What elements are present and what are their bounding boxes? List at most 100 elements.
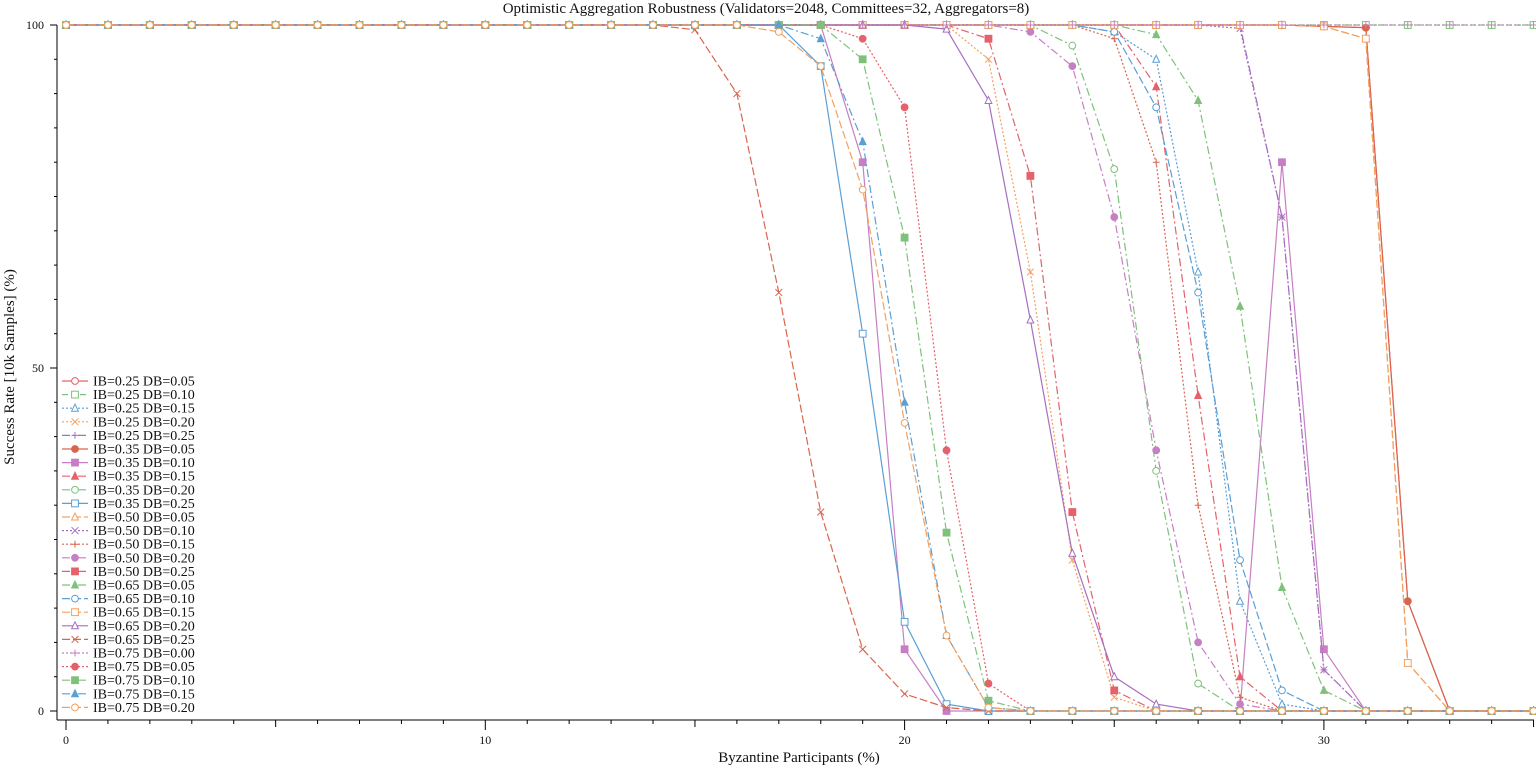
legend-entry: IB=0.25 DB=0.20 bbox=[62, 415, 195, 430]
data-point bbox=[1445, 707, 1454, 715]
legend-entry: IB=0.65 DB=0.20 bbox=[62, 619, 195, 634]
series-line bbox=[66, 24, 1534, 712]
legend-marker bbox=[71, 418, 79, 426]
data-point bbox=[984, 55, 993, 64]
x-axis-label: Byzantine Participants (%) bbox=[718, 750, 880, 766]
legend-label: IB=0.75 DB=0.05 bbox=[93, 660, 195, 675]
legend-entry: IB=0.50 DB=0.10 bbox=[62, 524, 195, 539]
series-19 bbox=[61, 19, 1536, 715]
legend-label: IB=0.25 DB=0.05 bbox=[93, 375, 195, 390]
data-point bbox=[1068, 556, 1077, 564]
data-point bbox=[1235, 671, 1245, 681]
legend-entry: IB=0.25 DB=0.25 bbox=[62, 429, 195, 444]
legend-label: IB=0.65 DB=0.20 bbox=[93, 619, 195, 634]
data-point bbox=[104, 21, 112, 29]
data-point bbox=[1194, 679, 1203, 688]
x-tick-label: 0 bbox=[63, 733, 69, 747]
legend-label: IB=0.35 DB=0.15 bbox=[93, 470, 195, 485]
data-point bbox=[439, 21, 448, 29]
chart-title: Optimistic Aggregation Robustness (Valid… bbox=[503, 1, 1030, 17]
data-point bbox=[1235, 596, 1245, 605]
series-line bbox=[66, 24, 1534, 712]
legend-entry: IB=0.35 DB=0.25 bbox=[62, 497, 195, 512]
data-point bbox=[1026, 707, 1035, 715]
series-line bbox=[66, 24, 1534, 712]
data-point bbox=[1320, 645, 1328, 654]
data-point bbox=[1152, 467, 1161, 475]
data-point bbox=[481, 21, 490, 29]
legend-label: IB=0.50 DB=0.05 bbox=[93, 511, 195, 526]
data-point bbox=[1068, 508, 1077, 516]
data-point bbox=[984, 95, 993, 104]
legend-label: IB=0.35 DB=0.05 bbox=[93, 443, 195, 458]
legend-entry: IB=0.65 DB=0.05 bbox=[62, 579, 195, 594]
legend-entry: IB=0.25 DB=0.10 bbox=[62, 388, 195, 403]
series-13 bbox=[62, 21, 1536, 715]
legend-label: IB=0.25 DB=0.25 bbox=[93, 429, 195, 444]
data-point bbox=[1235, 301, 1245, 310]
series-14 bbox=[62, 21, 1536, 715]
legend-label: IB=0.25 DB=0.10 bbox=[93, 388, 195, 403]
legend-entry: IB=0.65 DB=0.25 bbox=[62, 633, 195, 648]
data-point bbox=[62, 21, 70, 29]
y-tick-label: 0 bbox=[38, 704, 44, 718]
series-5 bbox=[62, 21, 1536, 715]
data-point bbox=[313, 21, 322, 29]
data-point bbox=[1446, 21, 1454, 29]
series-line bbox=[66, 24, 1534, 712]
legend-marker bbox=[71, 445, 79, 453]
data-point bbox=[984, 703, 993, 712]
series-24 bbox=[61, 19, 1536, 715]
data-point bbox=[774, 27, 783, 36]
series-line bbox=[66, 24, 1534, 712]
data-point bbox=[1487, 707, 1496, 715]
data-point bbox=[942, 446, 951, 455]
legend-entry: IB=0.35 DB=0.10 bbox=[62, 456, 195, 471]
data-point bbox=[1488, 21, 1496, 29]
data-point bbox=[1278, 158, 1286, 167]
legend-entry: IB=0.75 DB=0.00 bbox=[62, 647, 195, 662]
legend-label: IB=0.75 DB=0.20 bbox=[93, 701, 195, 716]
legend-marker bbox=[71, 567, 79, 576]
data-point bbox=[1026, 268, 1035, 276]
data-point bbox=[1151, 29, 1161, 39]
data-point bbox=[1320, 707, 1328, 715]
data-point bbox=[1026, 21, 1034, 29]
series-line bbox=[66, 24, 1534, 712]
series-3 bbox=[61, 19, 1536, 715]
data-point bbox=[1068, 21, 1076, 29]
legend-marker bbox=[71, 377, 79, 385]
legend-entry: IB=0.65 DB=0.10 bbox=[62, 592, 195, 607]
data-point bbox=[1362, 21, 1370, 29]
series-line bbox=[66, 24, 1534, 712]
data-point bbox=[733, 89, 741, 98]
data-point bbox=[900, 617, 909, 626]
legend-label: IB=0.65 DB=0.05 bbox=[93, 579, 195, 594]
data-point bbox=[1068, 548, 1077, 557]
legend-marker bbox=[70, 403, 80, 412]
data-point bbox=[1110, 686, 1119, 695]
legend-label: IB=0.35 DB=0.20 bbox=[93, 483, 195, 498]
data-point bbox=[1320, 21, 1328, 29]
data-point bbox=[1236, 556, 1244, 564]
series-line bbox=[66, 24, 1534, 712]
series-line bbox=[66, 24, 1534, 712]
data-point bbox=[1152, 103, 1161, 112]
data-point bbox=[271, 21, 280, 29]
data-point bbox=[1403, 659, 1412, 667]
legend-marker bbox=[71, 540, 79, 548]
data-point bbox=[1026, 172, 1035, 180]
data-point bbox=[816, 21, 825, 29]
legend-label: IB=0.25 DB=0.15 bbox=[93, 402, 195, 417]
data-point bbox=[1529, 707, 1536, 715]
data-point bbox=[1194, 21, 1202, 29]
data-point bbox=[858, 34, 867, 43]
data-point bbox=[1110, 213, 1119, 221]
legend-marker bbox=[71, 594, 79, 603]
series-line bbox=[66, 24, 1534, 712]
data-point bbox=[1110, 35, 1118, 43]
data-point bbox=[1361, 707, 1370, 715]
data-point bbox=[1152, 21, 1160, 29]
legend-entry: IB=0.75 DB=0.05 bbox=[62, 660, 195, 675]
